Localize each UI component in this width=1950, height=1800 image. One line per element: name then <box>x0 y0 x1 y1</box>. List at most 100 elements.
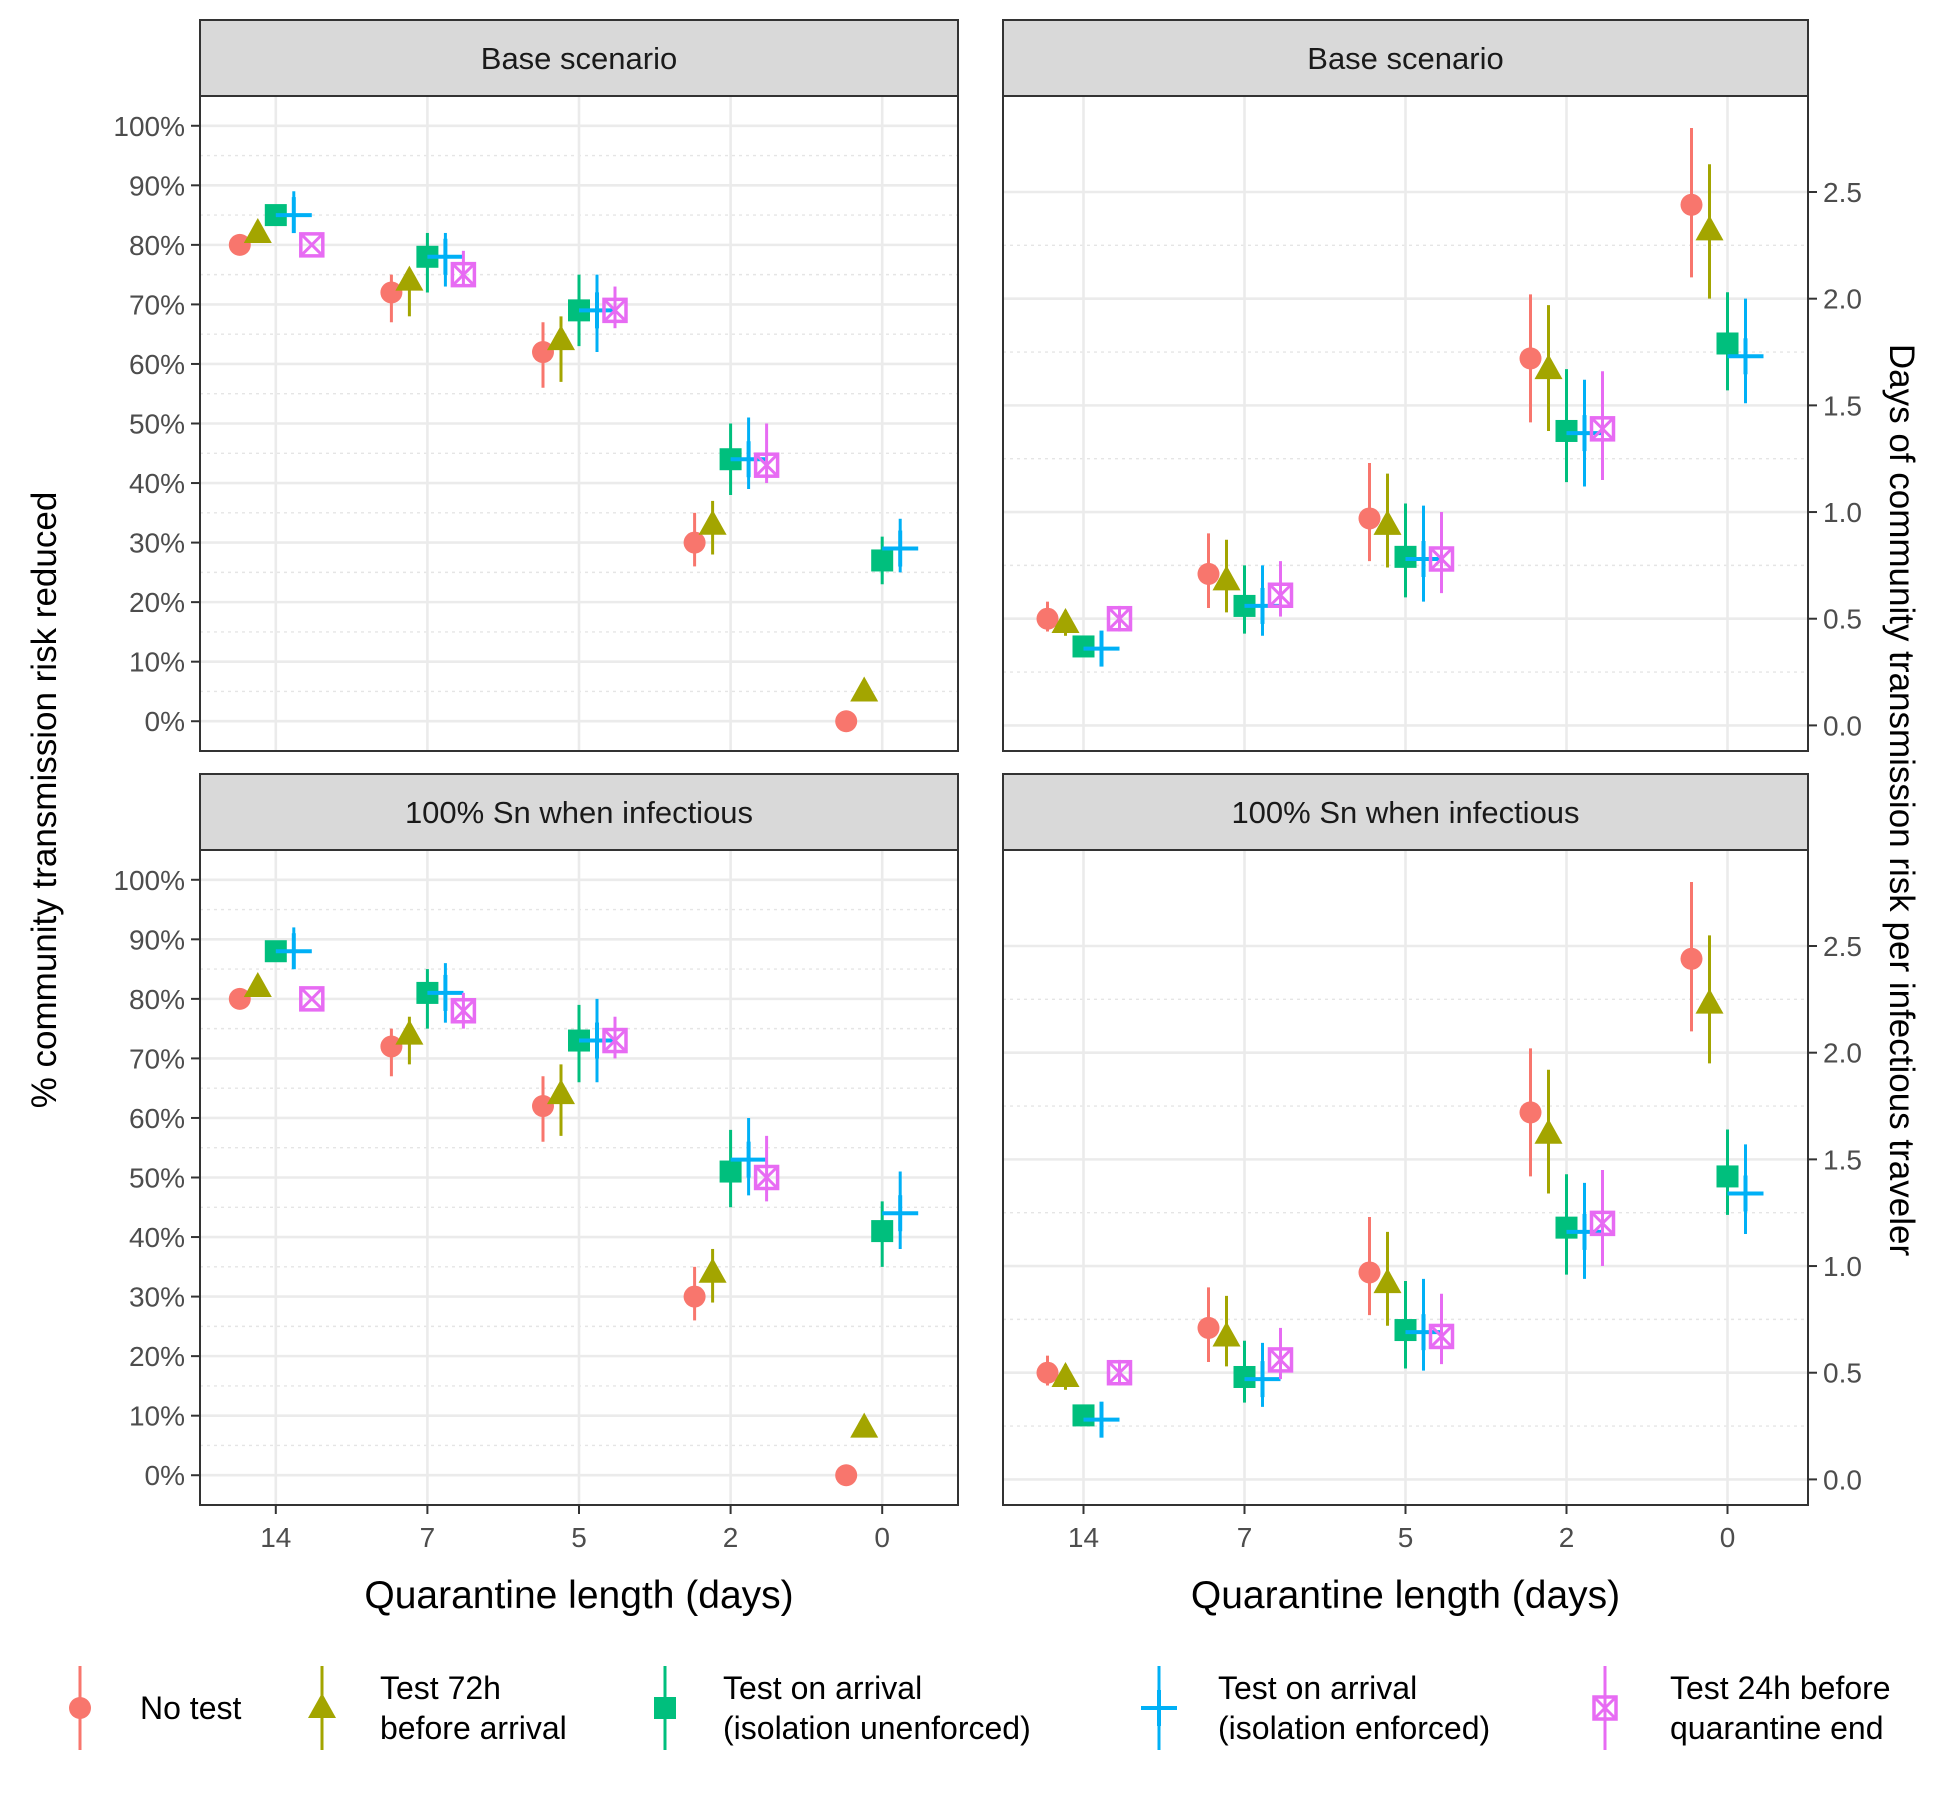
marker-triangle <box>308 1693 336 1718</box>
marker-squarex-d2 <box>299 232 324 257</box>
point-no_test <box>683 1266 706 1321</box>
point-no_test <box>1680 882 1703 1032</box>
point-test_arrival_enforced <box>882 518 919 573</box>
x-axis-title: Quarantine length (days) <box>1191 1574 1620 1617</box>
point-test_24h_before_end <box>1428 1293 1455 1365</box>
y-tick-label: 0% <box>145 1460 185 1491</box>
marker-squarex-d2 <box>1429 1324 1454 1349</box>
marker-triangle <box>547 325 575 351</box>
marker-squarex-box <box>1428 546 1455 572</box>
y-tick-label: 0% <box>145 706 185 737</box>
marker-squarex-d2 <box>602 1028 628 1053</box>
point-test_arrival_unenforced <box>568 1004 590 1083</box>
y-tick-label: 40% <box>129 1222 185 1253</box>
marker-square <box>719 1160 742 1183</box>
y-tick-label: 60% <box>129 1103 185 1134</box>
marker-squarex-box <box>450 998 477 1024</box>
y-tick-label: 2.5 <box>1823 931 1862 962</box>
point-no_test <box>380 1028 403 1077</box>
marker-squarex-d2 <box>754 453 779 478</box>
panel-title: 100% Sn when infectious <box>405 795 753 830</box>
legend-item-test_arrival_enforced: Test on arrival (isolation enforced) <box>1141 1666 1490 1750</box>
point-test_arrival_enforced <box>1727 298 1764 404</box>
panel-strip <box>199 773 959 851</box>
point-test_72h <box>547 316 575 382</box>
marker-circle <box>683 531 706 554</box>
marker-squarex-box <box>1589 416 1616 442</box>
y-tick-label: 0.0 <box>1823 1464 1862 1495</box>
marker-triangle <box>547 1079 575 1105</box>
y-tick-label: 80% <box>129 984 185 1015</box>
point-test_arrival_unenforced <box>1555 369 1578 483</box>
point-test_24h_before_end <box>450 250 477 288</box>
y-tick-label: 2.5 <box>1823 177 1862 208</box>
marker-squarex-box <box>1592 1695 1618 1721</box>
panel-title: Base scenario <box>481 41 677 76</box>
x-tick-label: 7 <box>1237 1522 1253 1553</box>
point-test_72h <box>1695 164 1724 299</box>
marker-triangle <box>1695 215 1724 241</box>
point-no_test <box>1358 462 1381 562</box>
marker-circle <box>380 1035 403 1058</box>
data-points <box>1036 882 1764 1438</box>
marker-triangle <box>395 265 424 291</box>
marker-circle <box>380 281 403 304</box>
point-no_test <box>1036 601 1059 632</box>
point-test_72h <box>850 676 879 702</box>
legend-item-no_test: No test <box>69 1666 241 1750</box>
y-tick-label: 0.5 <box>1823 1358 1862 1389</box>
point-test_arrival_unenforced <box>1394 503 1417 598</box>
marker-triangle <box>1373 1268 1402 1294</box>
marker-square <box>1072 635 1095 658</box>
point-test_arrival_enforced <box>1083 630 1120 667</box>
marker-triangle <box>243 217 272 243</box>
point-test_72h <box>1212 539 1241 613</box>
point-test_arrival_unenforced <box>416 232 439 293</box>
marker-circle <box>532 1095 554 1118</box>
marker-triangle <box>1534 354 1563 380</box>
point-test_24h_before_end <box>1589 1170 1616 1267</box>
y-tick-label: 1.5 <box>1823 390 1862 421</box>
point-test_arrival_enforced <box>427 963 464 1023</box>
point-test_24h_before_end <box>1106 1359 1133 1386</box>
point-test_arrival_unenforced <box>871 1201 894 1267</box>
point-test_72h <box>1534 1069 1563 1194</box>
point-no_test <box>228 987 251 1010</box>
point-test_24h_before_end <box>1589 371 1616 481</box>
x-tick-label: 5 <box>571 1522 587 1553</box>
x-tick-label: 14 <box>1068 1522 1099 1553</box>
x-tick-label: 2 <box>723 1522 739 1553</box>
point-test_arrival_unenforced <box>1716 292 1739 391</box>
y-tick-label: 0.0 <box>1823 710 1862 741</box>
marker-squarex-d2 <box>1107 1360 1132 1385</box>
marker-squarex-d2 <box>602 298 628 323</box>
point-test_24h_before_end <box>1428 512 1455 594</box>
marker-square <box>654 1697 676 1719</box>
x-tick-label: 5 <box>1398 1522 1414 1553</box>
y-tick-label: 70% <box>129 1043 185 1074</box>
point-test_arrival_unenforced <box>871 536 894 585</box>
marker-triangle <box>850 676 879 702</box>
point-test_72h <box>395 265 424 317</box>
data-points <box>228 191 919 733</box>
point-test_72h <box>850 1412 879 1438</box>
y-axis: 0.0 0.5 1.0 1.5 2.0 2.5 <box>1808 931 1862 1495</box>
marker-triangle <box>1212 565 1241 591</box>
point-no_test <box>380 274 403 323</box>
y-axis-title-right: Days of community transmission risk per … <box>1882 344 1921 1257</box>
point-test_24h_before_end <box>1267 1327 1294 1380</box>
point-test_arrival_enforced <box>1727 1144 1764 1235</box>
y-tick-label: 100% <box>113 865 185 896</box>
y-tick-label: 1.5 <box>1823 1144 1862 1175</box>
marker-circle <box>1519 347 1542 370</box>
point-test_arrival_enforced <box>1405 505 1442 602</box>
point-test_arrival_unenforced <box>1555 1174 1578 1275</box>
legend-label-line1: Test 72h <box>380 1670 501 1706</box>
point-test_arrival_enforced <box>579 998 615 1083</box>
y-axis: 0% 10% 20% 30% 40% 50% 60% 70% 80% 90% 100% <box>113 865 200 1491</box>
legend-label-line1: Test 24h before <box>1670 1670 1891 1706</box>
point-no_test <box>1036 1355 1059 1386</box>
marker-circle <box>1358 1261 1381 1284</box>
point-test_72h <box>698 500 727 555</box>
